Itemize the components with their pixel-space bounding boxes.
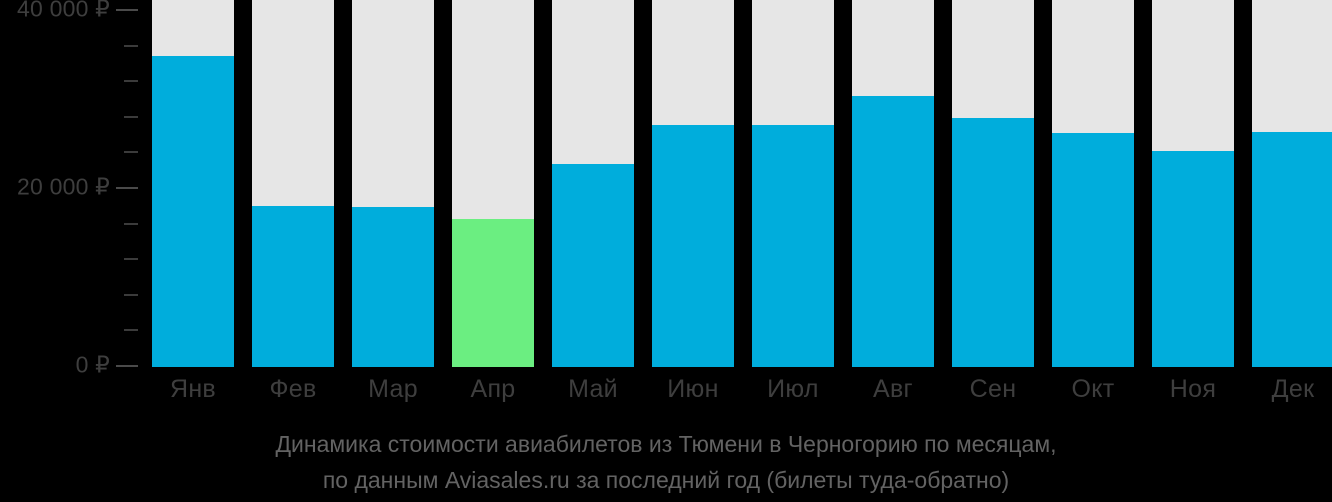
bar-апр[interactable]	[452, 219, 534, 367]
x-axis-label-апр: Апр	[470, 375, 516, 403]
x-axis-label-сен: Сен	[969, 375, 1017, 403]
bar-slot-сен[interactable]	[952, 0, 1034, 367]
bar-мар[interactable]	[352, 206, 434, 367]
x-axis-label-авг: Авг	[873, 375, 913, 403]
bar-slot-авг[interactable]	[852, 0, 934, 367]
bar-slot-фев[interactable]	[252, 0, 334, 367]
bar-фев[interactable]	[252, 205, 334, 367]
y-axis-label: 40 000 ₽	[17, 0, 110, 22]
x-axis-label-фев: Фев	[269, 375, 317, 403]
y-tick-major	[116, 187, 138, 189]
y-axis-label: 0 ₽	[75, 351, 110, 378]
x-axis-labels: Янв Фев Мар Апр Май Июн Июл Авг Сен Окт Ноя Дек	[152, 367, 1332, 419]
bar-дек[interactable]	[1252, 131, 1332, 367]
bar-slot-окт[interactable]	[1052, 0, 1134, 367]
bar-июн[interactable]	[652, 124, 734, 367]
bar-июл[interactable]	[752, 124, 834, 367]
y-tick-minor	[124, 80, 138, 83]
bar-slot-апр[interactable]	[452, 0, 534, 367]
chart-caption: Динамика стоимости авиабилетов из Тюмени…	[0, 426, 1332, 498]
bar-slot-дек[interactable]	[1252, 0, 1332, 367]
bar-slot-июн[interactable]	[652, 0, 734, 367]
bar-авг[interactable]	[852, 96, 934, 367]
y-tick-minor	[124, 115, 138, 118]
bar-май[interactable]	[552, 163, 634, 367]
bar-ноя[interactable]	[1152, 151, 1234, 367]
bar-slot-май[interactable]	[552, 0, 634, 367]
y-tick-major	[116, 365, 138, 367]
bar-slot-мар[interactable]	[352, 0, 434, 367]
y-tick-minor	[124, 222, 138, 225]
bar-slot-июл[interactable]	[752, 0, 834, 367]
y-axis-label: 20 000 ₽	[17, 173, 110, 200]
x-axis-label-мар: Мар	[368, 375, 418, 403]
y-tick-minor	[124, 329, 138, 332]
y-tick-minor	[124, 258, 138, 261]
x-axis-label-дек: Дек	[1271, 375, 1315, 403]
y-tick-minor	[124, 293, 138, 296]
bar-янв[interactable]	[152, 56, 234, 367]
caption-line-2: по данным Aviasales.ru за последний год …	[322, 467, 1010, 493]
x-axis-label-май: Май	[568, 375, 618, 403]
x-axis-label-июл: Июл	[767, 375, 819, 403]
bar-slot-янв[interactable]	[152, 0, 234, 367]
bar-окт[interactable]	[1052, 132, 1134, 367]
x-axis-label-окт: Окт	[1071, 375, 1115, 403]
bar-slot-ноя[interactable]	[1152, 0, 1234, 367]
y-axis: 40 000 ₽ 20 000 ₽ 0 ₽	[0, 0, 152, 378]
chart-plot-area	[152, 0, 1332, 367]
x-axis-label-июн: Июн	[667, 375, 719, 403]
y-tick-major	[116, 9, 138, 11]
y-tick-minor	[124, 151, 138, 154]
x-axis-label-янв: Янв	[169, 375, 217, 403]
caption-line-1: Динамика стоимости авиабилетов из Тюмени…	[275, 431, 1057, 457]
bar-сен[interactable]	[952, 117, 1034, 367]
x-axis-label-ноя: Ноя	[1169, 375, 1217, 403]
y-tick-minor	[124, 44, 138, 47]
